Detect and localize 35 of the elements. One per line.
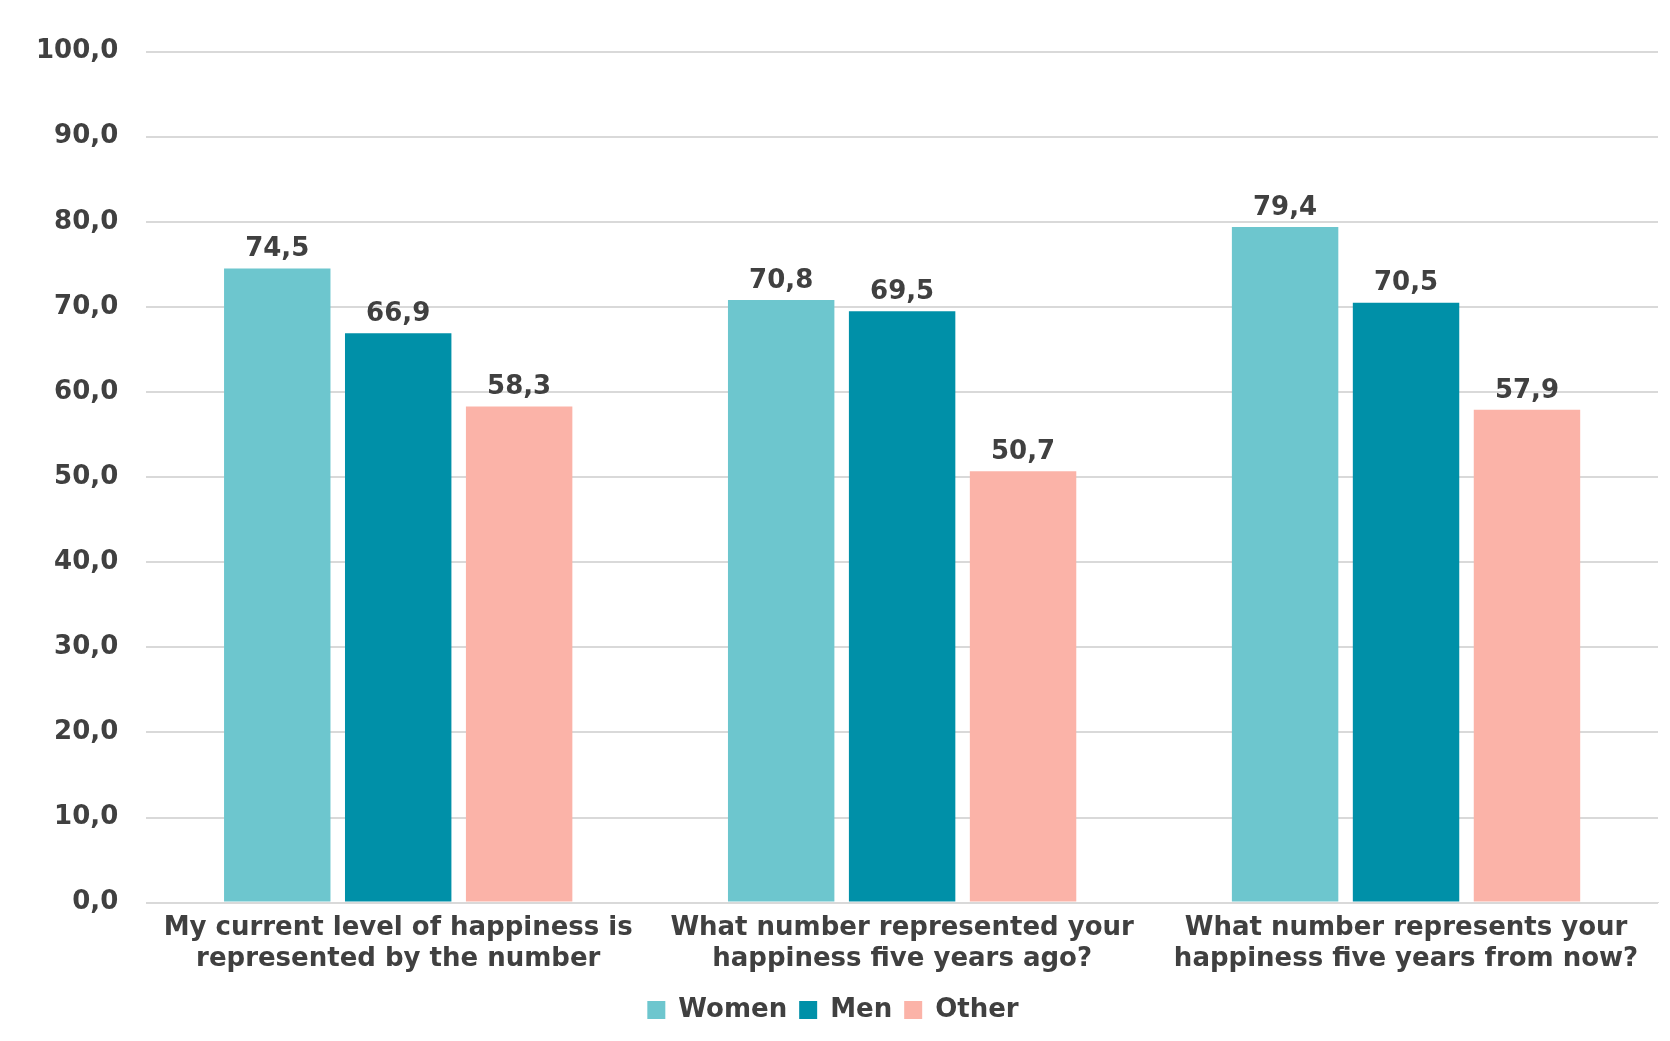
y-tick-label: 50,0 bbox=[54, 459, 119, 490]
data-label: 70,8 bbox=[749, 263, 814, 294]
data-label: 50,7 bbox=[990, 434, 1056, 465]
data-label: 70,5 bbox=[1373, 266, 1439, 297]
y-tick-label: 80,0 bbox=[54, 204, 119, 235]
data-label: 69,5 bbox=[870, 274, 935, 305]
bar bbox=[224, 268, 331, 902]
y-tick-label: 0,0 bbox=[72, 885, 119, 916]
y-tick-label: 40,0 bbox=[54, 544, 119, 575]
bar bbox=[1473, 409, 1581, 902]
data-label: 66,9 bbox=[366, 297, 431, 328]
legend-label: Men bbox=[830, 992, 893, 1023]
bar bbox=[1352, 302, 1460, 902]
bar bbox=[344, 333, 452, 902]
data-label: 57,9 bbox=[1494, 373, 1560, 404]
data-label: 79,4 bbox=[1253, 190, 1318, 221]
data-label: 74,5 bbox=[245, 232, 310, 263]
y-tick-label: 20,0 bbox=[54, 715, 119, 746]
bar bbox=[727, 300, 835, 902]
x-tick-label: What number represented your happiness five years ago? bbox=[670, 910, 1135, 973]
legend-label: Women bbox=[678, 992, 788, 1023]
y-tick-label: 70,0 bbox=[54, 289, 119, 320]
x-tick-label: What number represents your happiness five years from now? bbox=[1173, 910, 1639, 973]
y-tick-label: 10,0 bbox=[54, 800, 119, 831]
bar bbox=[465, 406, 573, 902]
y-tick-label: 60,0 bbox=[54, 374, 119, 405]
data-label: 58,3 bbox=[487, 370, 552, 401]
y-tick-label: 90,0 bbox=[54, 119, 119, 150]
x-tick-label: My current level of happiness is represented by the number bbox=[163, 910, 633, 973]
bar bbox=[1231, 226, 1339, 902]
y-tick-label: 30,0 bbox=[54, 630, 119, 661]
bar bbox=[848, 311, 956, 902]
y-tick-label: 100,0 bbox=[35, 34, 119, 65]
legend-label: Other bbox=[935, 992, 1019, 1023]
bar bbox=[969, 471, 1077, 902]
